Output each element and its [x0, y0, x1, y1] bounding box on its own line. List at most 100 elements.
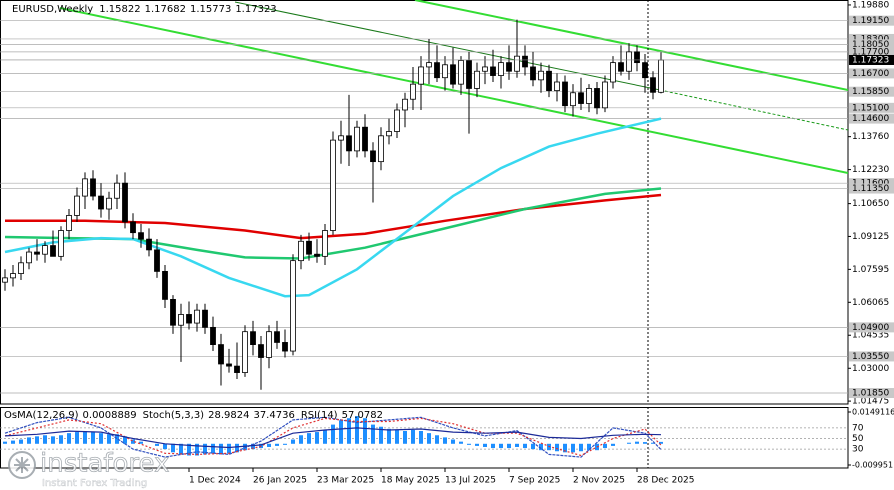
header-low: 1.15773: [190, 4, 231, 15]
osma-bar: [651, 442, 655, 444]
osma-bar: [539, 443, 543, 451]
osma-bar: [243, 443, 247, 451]
watermark-brand: instaforex: [40, 449, 169, 479]
level-label: 1.17700: [852, 47, 889, 57]
osma-bar: [235, 443, 239, 453]
y-tick-label: 1.04535: [852, 331, 889, 341]
indicator-area: [0, 416, 848, 458]
candle-body: [226, 363, 232, 367]
osma-bar: [155, 443, 159, 446]
candle-body: [514, 55, 520, 72]
candle-body: [386, 131, 392, 137]
rsi-line: [4, 427, 662, 449]
candle-body: [178, 314, 184, 326]
rsi-label: RSI(14): [301, 410, 338, 421]
osma-bar: [307, 433, 311, 444]
level-label-box: [849, 46, 894, 57]
price-area: [0, 19, 848, 394]
candle-body: [322, 230, 328, 257]
indicator-pane-border: [0, 407, 849, 469]
osma-bar: [323, 429, 327, 444]
osma-value: 0.0008889: [83, 410, 137, 421]
candle-body: [10, 273, 16, 279]
indicator-tick-label: 70: [852, 423, 864, 433]
candle-body: [282, 342, 288, 352]
osma-bar: [331, 424, 335, 444]
osma-bar: [35, 436, 39, 444]
osma-bar: [179, 443, 183, 455]
candle-body: [602, 81, 608, 109]
y-tick-label: 1.12230: [852, 165, 889, 175]
header-close: 1.17323: [235, 4, 276, 15]
candle-body: [570, 92, 576, 107]
osma-bar: [387, 428, 391, 444]
candle-body: [370, 150, 376, 163]
level-label: 1.15850: [852, 87, 889, 97]
osma-bar: [291, 439, 295, 444]
level-label-box: [849, 322, 894, 333]
candle-body: [426, 62, 432, 68]
osma-bar: [275, 443, 279, 446]
osma-bar: [659, 441, 663, 444]
osma-bar: [347, 418, 351, 444]
candle-body: [554, 81, 560, 92]
candle-body: [130, 221, 136, 234]
candle-body: [618, 62, 624, 72]
level-label: 1.03550: [852, 352, 889, 362]
candle-body: [626, 51, 632, 72]
candle-body: [562, 81, 568, 107]
y-tick-label: 1.01475: [852, 397, 889, 407]
candle-body: [650, 77, 656, 93]
x-tick-label: 7 Sep 2025: [509, 476, 560, 486]
candle-body: [266, 331, 272, 358]
candle-body: [258, 344, 264, 358]
candle-body: [354, 126, 360, 152]
candle-body: [314, 253, 320, 257]
osma-bar: [427, 433, 431, 444]
level-label: 1.04900: [852, 323, 889, 333]
osma-bar: [555, 443, 559, 452]
osma-bar: [43, 435, 47, 444]
level-label-box: [849, 351, 894, 362]
candle-body: [394, 109, 400, 132]
osma-bar: [27, 437, 31, 444]
osma-bar: [515, 443, 519, 447]
candle-body: [58, 230, 64, 257]
candle-body: [546, 70, 552, 92]
osma-bar: [411, 429, 415, 444]
osma-bar: [251, 443, 255, 450]
candle-body: [114, 182, 120, 199]
osma-bar: [83, 430, 87, 444]
osma-bar: [267, 443, 271, 447]
candle-body: [330, 139, 336, 231]
candle-body: [170, 298, 176, 326]
candle-body: [410, 83, 416, 100]
candle-body: [154, 249, 160, 272]
axes: 1.19880 1.13760 1.12230 1.10650 1.09125 1.075…: [188, 0, 894, 486]
osma-bar: [59, 435, 63, 444]
osma-bar: [475, 443, 479, 446]
current-price-label: 1.17323: [852, 55, 889, 65]
osma-bar: [523, 443, 527, 449]
y-tick-label: 1.19880: [852, 0, 889, 10]
candle-body: [538, 70, 544, 81]
level-label-box: [849, 86, 894, 97]
osma-bar: [571, 443, 575, 453]
level-label-box: [849, 183, 894, 194]
candle-body: [586, 88, 592, 104]
osma-bar: [3, 441, 7, 444]
osma-bar: [131, 439, 135, 444]
candle-body: [202, 309, 208, 328]
indicator-tick-label: 30: [852, 445, 864, 455]
osma-bar: [467, 443, 471, 445]
candle-body: [194, 309, 200, 324]
watermark-logo-mark: [14, 457, 30, 473]
stoch-label: Stoch(5,3,3): [143, 410, 205, 421]
level-label: 1.11350: [852, 184, 889, 194]
header-high: 1.17682: [145, 4, 186, 15]
candle-body: [26, 251, 32, 264]
trend-lines: [59, 0, 848, 404]
osma-bar: [579, 443, 583, 452]
candle-body: [218, 344, 224, 365]
